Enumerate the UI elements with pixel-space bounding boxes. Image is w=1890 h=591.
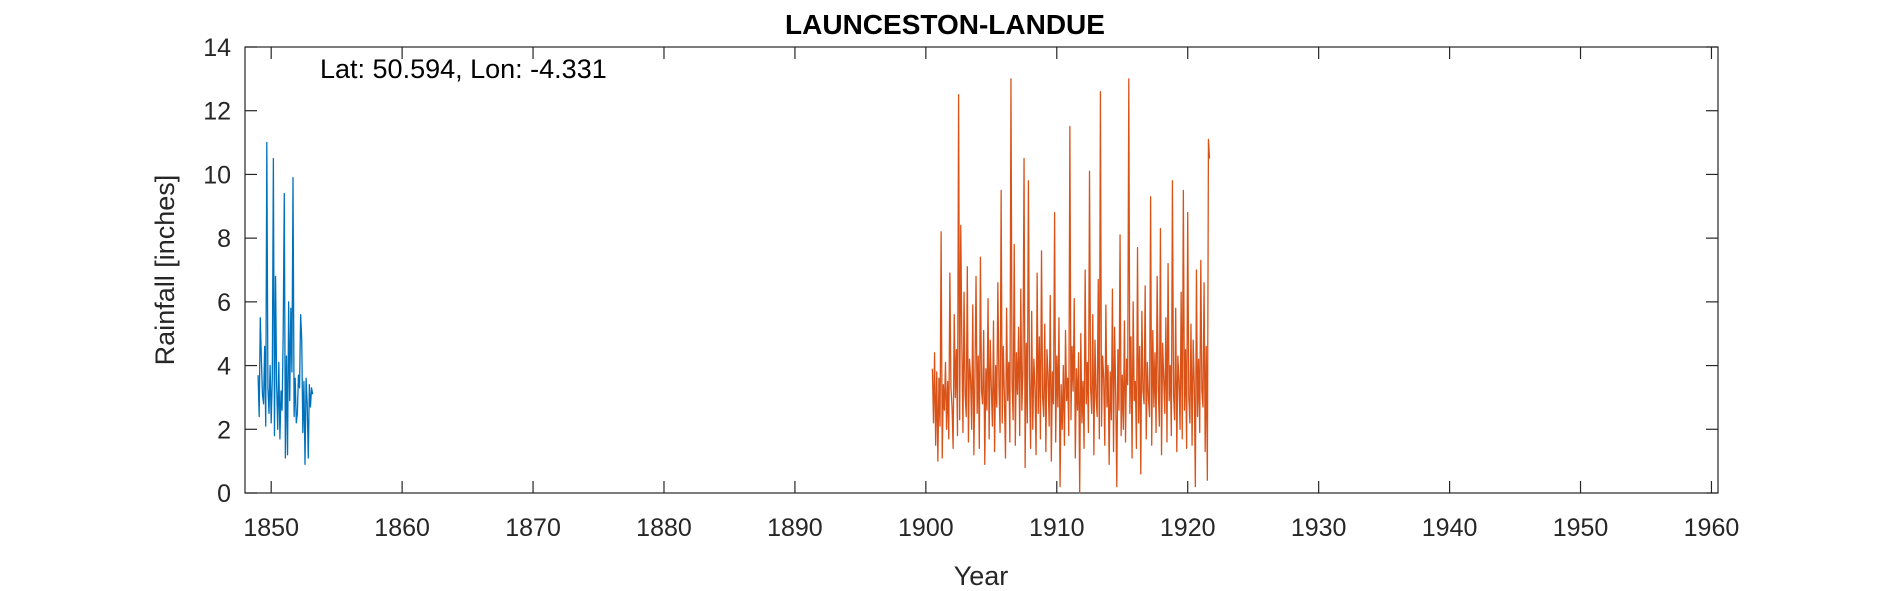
y-tick-label: 8: [217, 225, 231, 253]
x-tick-label: 1850: [243, 514, 299, 542]
x-tick-labels: 1850 1860 1870 1880 1890 1900 1910 1920 1930 1940…: [243, 514, 1739, 542]
axis-ticks: [245, 46, 1718, 494]
x-tick-label: 1910: [1029, 514, 1085, 542]
x-tick-label: 1960: [1684, 514, 1740, 542]
series-line-2: [931, 78, 1211, 494]
x-tick-label: 1950: [1553, 514, 1609, 542]
x-tick-label: 1870: [505, 514, 561, 542]
y-tick-label: 14: [203, 34, 231, 62]
x-tick-label: 1930: [1291, 514, 1347, 542]
x-tick-label: 1890: [767, 514, 823, 542]
plot-area: [244, 46, 1719, 494]
x-tick-label: 1880: [636, 514, 692, 542]
x-axis-label: Year: [954, 561, 1009, 591]
chart-title: LAUNCESTON-LANDUE: [785, 9, 1105, 40]
x-tick-label: 1940: [1422, 514, 1478, 542]
y-axis-label: Rainfall [inches]: [150, 175, 180, 366]
x-tick-label: 1900: [898, 514, 954, 542]
series-line-1: [257, 141, 314, 465]
x-tick-label: 1860: [374, 514, 430, 542]
y-tick-label: 10: [203, 161, 231, 189]
y-tick-label: 6: [217, 289, 231, 317]
x-tick-label: 1920: [1160, 514, 1216, 542]
series-lines: [257, 78, 1211, 494]
y-tick-label: 4: [217, 353, 231, 381]
y-tick-label: 12: [203, 98, 231, 126]
y-tick-labels: 0 2 4 6 8 10 12 14: [203, 34, 231, 508]
y-tick-label: 2: [217, 416, 231, 444]
station-coordinates-annotation: Lat: 50.594, Lon: -4.331: [320, 54, 607, 84]
y-tick-label: 0: [217, 480, 231, 508]
